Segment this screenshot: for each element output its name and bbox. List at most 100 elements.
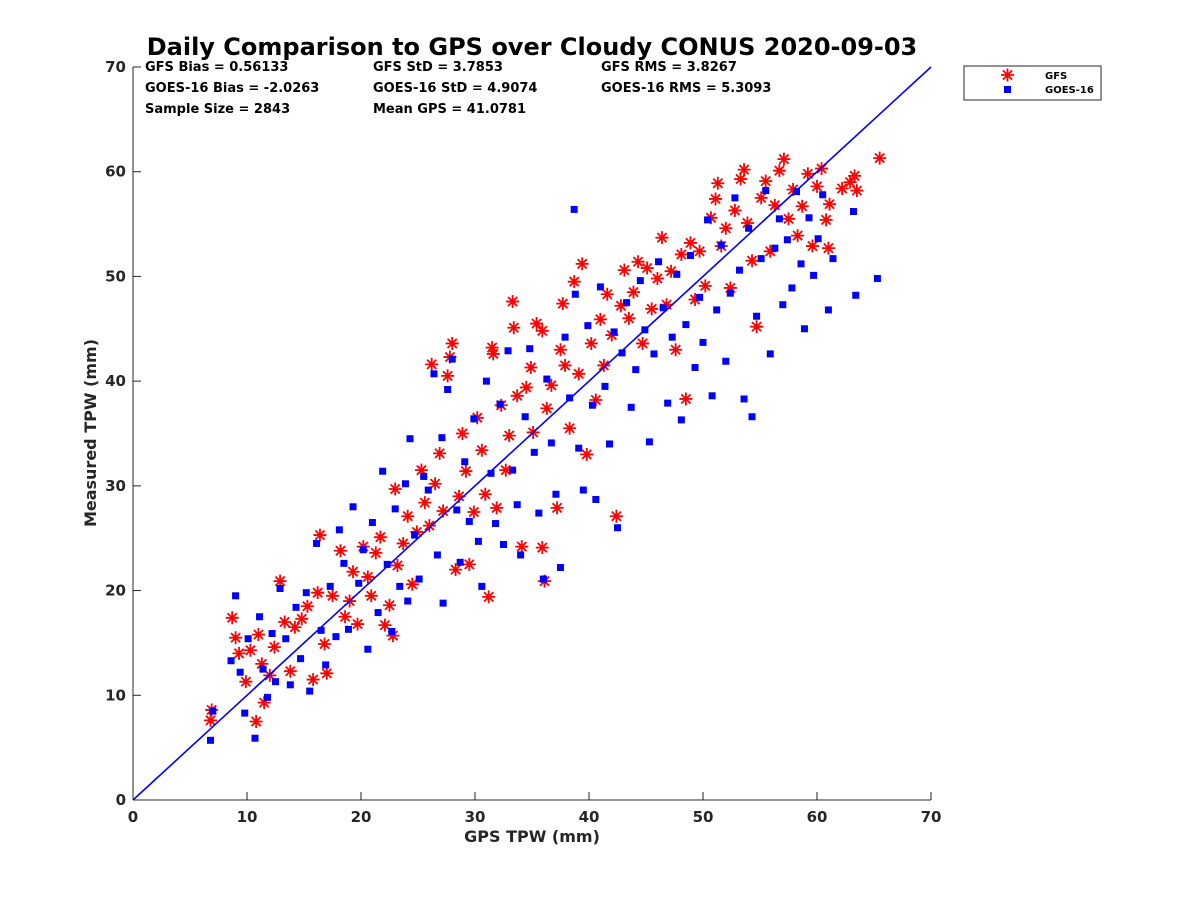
- gfs-point: [249, 714, 263, 728]
- gfs-point: [850, 184, 864, 198]
- goes16-point: [251, 734, 259, 742]
- goes16-point: [849, 208, 857, 216]
- gfs-point: [719, 221, 733, 235]
- gfs-point: [515, 540, 529, 554]
- goes16-point: [286, 681, 294, 689]
- goes16-point: [659, 304, 667, 312]
- gfs-point: [835, 181, 849, 195]
- gfs-point: [300, 599, 314, 613]
- goes16-point: [482, 377, 490, 385]
- goes16-point: [601, 382, 609, 390]
- x-tick-label: 40: [579, 808, 600, 826]
- goes16-point: [521, 413, 529, 421]
- gfs-point: [593, 312, 607, 326]
- gfs-point: [655, 231, 669, 245]
- goes16-point: [686, 251, 694, 259]
- goes16-point: [677, 416, 685, 424]
- goes16-point: [461, 458, 469, 466]
- gfs-point: [507, 321, 521, 335]
- gfs-point: [723, 281, 737, 295]
- gfs-point: [524, 361, 538, 375]
- gfs-point: [369, 546, 383, 560]
- gfs-point: [821, 241, 835, 255]
- goes16-point: [424, 486, 432, 494]
- goes16-point: [487, 469, 495, 477]
- stat-goes16-rms: GOES-16 RMS = 5.3093: [601, 81, 771, 96]
- y-tick-label: 30: [105, 477, 126, 495]
- goes16-point: [726, 289, 734, 297]
- gfs-point: [428, 477, 442, 491]
- goes16-point: [713, 306, 721, 314]
- gfs-point: [737, 163, 751, 177]
- gfs-point: [232, 646, 246, 660]
- gfs-point: [554, 343, 567, 357]
- gfs-point: [449, 563, 463, 577]
- goes16-point: [561, 333, 569, 341]
- goes16-point: [771, 244, 779, 252]
- gfs-point: [257, 696, 271, 710]
- gfs-point: [791, 229, 805, 243]
- goes16-point: [766, 350, 774, 358]
- gfs-point: [709, 192, 723, 206]
- legend-gfs-marker: [1001, 68, 1014, 82]
- goes16-point: [668, 333, 676, 341]
- gfs-point: [575, 257, 589, 271]
- goes16-point: [745, 224, 753, 232]
- gfs-point: [636, 336, 650, 350]
- gfs-point: [745, 254, 759, 268]
- stat-goes16-bias: GOES-16 Bias = -2.0263: [145, 81, 319, 96]
- goes16-point: [673, 270, 681, 278]
- gfs-point: [683, 236, 697, 250]
- stats-annotations: GFS Bias = 0.56133 GFS StD = 3.7853 GFS …: [145, 60, 771, 117]
- goes16-point: [374, 609, 382, 617]
- legend-gfs-label: GFS: [1045, 71, 1067, 82]
- legend-goes16-label: GOES-16: [1045, 85, 1094, 96]
- gfs-point: [467, 505, 481, 519]
- goes16-point: [824, 306, 832, 314]
- gfs-point: [288, 620, 302, 634]
- goes16-point: [317, 626, 325, 634]
- goes16-point: [411, 531, 419, 539]
- goes16-point: [268, 630, 276, 638]
- gfs-point: [320, 666, 334, 680]
- goes16-point: [438, 434, 446, 442]
- gfs-point: [698, 279, 712, 293]
- gfs-point: [425, 357, 439, 371]
- gfs-point: [225, 611, 239, 625]
- goes16-point: [326, 582, 334, 590]
- gfs-point: [631, 255, 645, 269]
- goes16-point: [805, 214, 813, 222]
- goes16-point: [439, 599, 447, 607]
- gfs-point: [617, 263, 631, 277]
- gfs-point: [645, 302, 659, 316]
- gfs-point: [572, 367, 586, 381]
- gfs-point: [597, 358, 611, 372]
- gfs-point: [614, 299, 628, 313]
- stat-mean-gps: Mean GPS = 41.0781: [373, 102, 526, 117]
- goes16-point: [496, 400, 504, 408]
- gfs-point: [390, 558, 404, 572]
- gfs-point: [311, 586, 325, 600]
- gfs-point: [693, 244, 707, 258]
- gfs-point: [405, 577, 419, 591]
- goes16-point: [717, 241, 725, 249]
- gfs-point: [664, 264, 678, 278]
- goes16-point: [465, 517, 473, 525]
- goes16-point: [664, 399, 672, 407]
- gfs-point: [239, 675, 253, 689]
- goes16-point: [735, 266, 743, 274]
- goes16-point: [383, 560, 391, 568]
- plot-area: 0 10 20 30 40 50 60 70 0 10 20 30 40 50 60 70: [105, 58, 941, 826]
- goes16-point: [448, 355, 456, 363]
- gfs-point: [801, 167, 815, 181]
- gfs-point: [674, 247, 688, 261]
- goes16-point: [420, 472, 428, 480]
- goes16-point: [645, 438, 653, 446]
- y-tick-label: 40: [105, 372, 126, 390]
- goes16-point: [535, 509, 543, 517]
- goes16-point: [404, 597, 412, 605]
- goes16-point: [596, 283, 604, 291]
- goes16-point: [810, 271, 818, 279]
- y-axis-label: Measured TPW (mm): [81, 339, 100, 527]
- y-tick-label: 20: [105, 582, 126, 600]
